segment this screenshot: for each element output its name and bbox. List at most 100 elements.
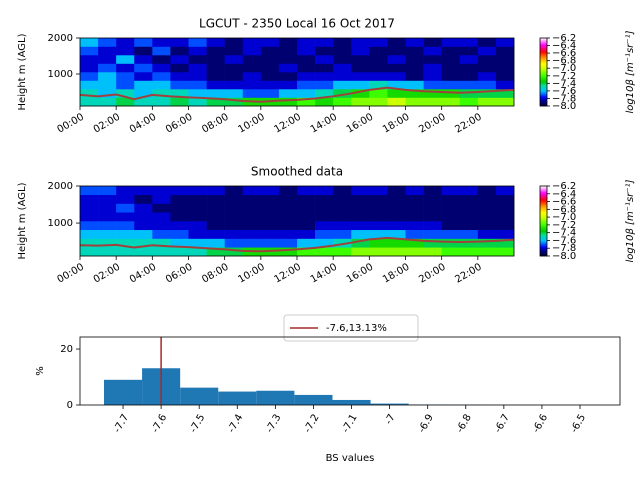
heatmap-cell: [170, 229, 189, 239]
heatmap-cell: [423, 186, 442, 196]
heatmap-cell: [170, 238, 189, 248]
heatmap-cell: [387, 80, 406, 90]
y-axis-label: Height m (AGL): [17, 33, 28, 110]
heatmap-cell: [297, 220, 316, 231]
colorbar-slice: [540, 222, 547, 224]
heatmap-cell: [351, 54, 370, 64]
colorbar-slice: [540, 209, 547, 211]
heatmap-cell: [423, 220, 442, 231]
heatmap-cell: [170, 212, 189, 222]
colorbar-slice: [540, 217, 547, 219]
heatmap-cell: [116, 46, 135, 56]
heatmap-cell: [170, 247, 189, 257]
colorbar-slice: [540, 85, 547, 88]
x-tick-label: 20:00: [417, 262, 447, 286]
colorbar-slice: [540, 78, 547, 81]
x-tick-label: -7.5: [188, 413, 207, 435]
colorbar-tick-label: −7.4: [552, 228, 576, 239]
x-tick-label: 16:00: [345, 262, 375, 286]
x-tick-label: 06:00: [164, 112, 194, 136]
heatmap-cell: [242, 238, 262, 248]
heatmap-cell: [152, 89, 171, 98]
heatmap-cell: [242, 38, 262, 47]
heatmap-cell: [80, 212, 99, 222]
heatmap-cell: [495, 54, 515, 64]
heatmap-cell: [134, 63, 153, 73]
x-tick-label: 02:00: [92, 112, 122, 136]
heatmap-cell: [495, 63, 515, 73]
heatmap-cell: [152, 80, 171, 90]
heatmap-cell: [369, 63, 388, 73]
heatmap-cell: [98, 186, 117, 196]
heatmap-cell: [116, 247, 135, 257]
heatmap-cell: [495, 71, 515, 81]
x-tick-label: 08:00: [200, 262, 230, 286]
heatmap-cell: [423, 194, 442, 204]
colorbar-slice: [540, 249, 547, 251]
heatmap-cell: [369, 38, 388, 47]
heatmap-cell: [369, 97, 388, 107]
colorbar-slice: [540, 79, 547, 82]
heatmap-cell: [387, 194, 406, 204]
heatmap-cell: [405, 89, 424, 98]
heatmap-cell: [297, 80, 316, 90]
heatmap-cell: [477, 229, 497, 239]
heatmap-cell: [188, 238, 207, 248]
heatmap-cell: [333, 238, 352, 248]
heatmap-cell: [224, 80, 244, 90]
colorbar-frame: [539, 37, 548, 107]
heatmap-cell: [369, 229, 388, 239]
heatmap-cell: [116, 97, 135, 107]
heatmap-cell: [441, 80, 461, 90]
colorbar-slice: [540, 226, 547, 229]
heatmap-cell: [242, 80, 262, 90]
colorbar-tick-label: −7.2: [552, 220, 576, 231]
heatmap-cell: [387, 212, 406, 222]
heatmap-cell: [188, 229, 207, 239]
heatmap-cell: [459, 247, 479, 257]
heatmap-cell: [242, 89, 262, 98]
y-tick-label: 2000: [48, 181, 73, 192]
heatmap-cell: [423, 38, 442, 47]
colorbar-slice: [540, 98, 547, 100]
heatmap-cell: [134, 46, 153, 56]
heatmap-cell: [297, 46, 316, 56]
colorbar-tick-label: −6.2: [552, 33, 576, 44]
heatmap-cell: [278, 194, 298, 204]
heatmap-cell: [98, 203, 117, 213]
heatmap-cell: [224, 54, 244, 64]
heatmap-cell: [206, 212, 225, 222]
heatmap-cell: [495, 89, 515, 98]
colorbar-slice: [540, 43, 547, 46]
colorbar-slice: [540, 201, 547, 203]
heatmap-cell: [80, 38, 99, 47]
heatmap-cell: [369, 80, 388, 90]
heatmap-cell: [495, 220, 515, 231]
heatmap-cell: [116, 203, 135, 213]
colorbar-slice: [540, 38, 547, 40]
colorbar-slice: [540, 254, 547, 257]
colorbar-slice: [540, 89, 547, 91]
heatmap-cell: [116, 186, 135, 196]
colorbar-slice: [540, 208, 547, 210]
heatmap-cell: [315, 229, 334, 239]
heatmap-cell: [80, 97, 99, 107]
heatmap-cell: [495, 238, 515, 248]
heatmap-cell: [315, 54, 334, 64]
heatmap-cell: [116, 212, 135, 222]
heatmap-cell: [459, 186, 479, 196]
heatmap-cell: [423, 89, 442, 98]
y-axis-label: %: [35, 366, 46, 376]
heatmap-cell: [80, 71, 99, 81]
heatmap-cell: [224, 203, 244, 213]
heatmap-cell: [477, 247, 497, 257]
colorbar-slice: [540, 210, 547, 212]
heatmap-cell: [242, 46, 262, 56]
heatmap-cell: [224, 212, 244, 222]
heatmap-cell: [387, 247, 406, 257]
heatmap-cell: [206, 80, 225, 90]
heatmap-cell: [278, 54, 298, 64]
heatmap-cell: [459, 38, 479, 47]
heatmap-cell: [387, 238, 406, 248]
